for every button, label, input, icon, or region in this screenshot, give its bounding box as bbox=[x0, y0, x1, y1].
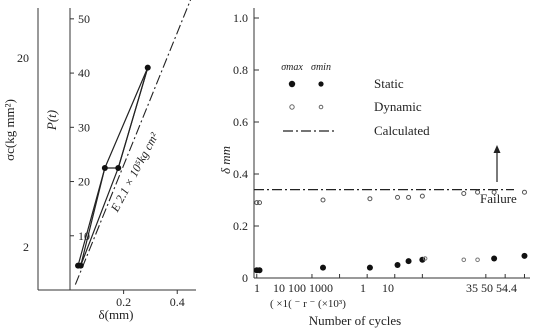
dynamic-point bbox=[419, 193, 425, 199]
right-x-tick-labels-4: 10 bbox=[382, 281, 394, 295]
right-chart: δ mm 0 0.2 0.4 0.6 0.8 1.0 1 10 100 1000 1 10… bbox=[218, 8, 530, 328]
legend-header-max: σmax bbox=[281, 62, 303, 73]
left-data-point bbox=[144, 64, 151, 71]
dynamic-point bbox=[257, 200, 263, 206]
dynamic-point bbox=[422, 256, 428, 261]
right-y-tick-label: 0.8 bbox=[233, 63, 248, 77]
left-y-tick-label: 20 bbox=[78, 175, 90, 189]
static-point bbox=[405, 258, 412, 265]
dynamic-point bbox=[254, 200, 260, 206]
legend-calculated-label: Calculated bbox=[374, 123, 430, 138]
static-point bbox=[256, 267, 263, 274]
right-series bbox=[253, 189, 528, 274]
left-data-point bbox=[77, 262, 84, 269]
dynamic-point bbox=[406, 194, 412, 200]
right-y-tick-label: 0.4 bbox=[233, 167, 248, 181]
dynamic-point bbox=[461, 257, 467, 263]
right-y-ticks: 0 0.2 0.4 0.6 0.8 1.0 bbox=[233, 11, 525, 285]
left-outer-tick-2: 2 bbox=[23, 240, 29, 254]
right-xlabel: Number of cycles bbox=[309, 313, 401, 328]
failure-arrow-head bbox=[493, 145, 501, 153]
legend-dynamic-max-marker bbox=[289, 104, 295, 110]
legend-dynamic-min-marker bbox=[318, 104, 324, 110]
dynamic-point bbox=[461, 191, 467, 196]
left-calculated-line bbox=[74, 0, 192, 285]
dynamic-point bbox=[521, 189, 527, 195]
right-ylabel: δ mm bbox=[218, 146, 233, 174]
dynamic-point bbox=[475, 189, 481, 195]
left-y-tick-label: 50 bbox=[78, 12, 90, 26]
failure-label: Failure bbox=[480, 191, 517, 206]
dynamic-point bbox=[367, 196, 373, 202]
right-x-sublabel: ( ×1( ⁻ r ⁻ (×10³) bbox=[270, 298, 346, 310]
dynamic-point bbox=[491, 189, 497, 195]
dynamic-point bbox=[320, 197, 326, 203]
left-outer-ylabel: σc(kg mm²) bbox=[2, 99, 17, 161]
left-y-tick-label: 40 bbox=[78, 66, 90, 80]
legend: σmax σmin Static Dynamic Calculated bbox=[281, 62, 430, 138]
left-data-point bbox=[115, 164, 122, 171]
legend-dynamic-label: Dynamic bbox=[374, 99, 422, 114]
right-y-tick-label: 1.0 bbox=[233, 11, 248, 25]
static-point bbox=[320, 264, 326, 271]
legend-header-min: σmin bbox=[311, 62, 331, 73]
right-y-tick-label: 0.6 bbox=[233, 115, 248, 129]
dynamic-point bbox=[475, 257, 480, 263]
left-outer-tick-20: 20 bbox=[17, 51, 29, 65]
static-point bbox=[491, 255, 498, 262]
right-x-tick-labels-3: 1 bbox=[360, 281, 366, 295]
left-data-point bbox=[101, 164, 108, 171]
left-x-tick-label: 0.2 bbox=[116, 295, 131, 309]
left-series bbox=[74, 0, 192, 285]
right-y-tick-label: 0.2 bbox=[233, 219, 248, 233]
left-x-tick-label: 0.4 bbox=[170, 295, 185, 309]
right-x-tick-labels-5: 35 50 54.4 bbox=[466, 281, 517, 295]
dynamic-point bbox=[395, 194, 401, 200]
static-point bbox=[419, 256, 426, 263]
left-x-ticks: 0.2 0.4 bbox=[116, 290, 185, 309]
legend-static-min-marker bbox=[318, 81, 324, 87]
left-xlabel: δ(mm) bbox=[98, 307, 133, 322]
right-x-tick-labels-1: 1 bbox=[254, 281, 260, 295]
legend-static-max-marker bbox=[288, 80, 296, 88]
legend-static-label: Static bbox=[374, 76, 404, 91]
static-point bbox=[366, 264, 373, 271]
static-point bbox=[521, 252, 528, 259]
left-y-tick-label: 30 bbox=[78, 120, 90, 134]
static-point bbox=[394, 262, 401, 268]
left-inner-ylabel: P(t) bbox=[44, 110, 59, 131]
right-y-tick-label: 0 bbox=[242, 271, 248, 285]
right-x-tick-labels-2: 10 100 1000 bbox=[273, 281, 333, 295]
